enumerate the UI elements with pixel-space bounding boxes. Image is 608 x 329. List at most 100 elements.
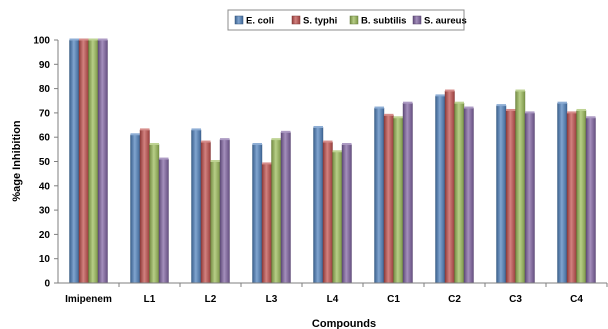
y-tick-label: 60 (39, 133, 51, 144)
x-tick-label: C1 (387, 294, 400, 305)
bar-top-cap (149, 142, 159, 145)
bar-top-cap (586, 116, 596, 119)
bar-s-aureus-c2 (463, 107, 474, 284)
bar-b-subtilis-c1 (393, 117, 404, 284)
bar-e-coli-c3 (496, 105, 507, 284)
bar-top-cap (384, 113, 394, 116)
y-tick-label: 40 (39, 181, 51, 192)
bar-b-subtilis-c4 (576, 110, 587, 284)
legend-label: E. coli (246, 16, 274, 27)
bar-e-coli-c2 (435, 95, 446, 284)
y-tick-label: 0 (44, 279, 50, 290)
bar-top-cap (79, 38, 89, 41)
bar-s-aureus-c4 (585, 117, 596, 284)
bar-top-cap (506, 108, 516, 111)
legend-box (227, 9, 465, 31)
legend-label: S. typhi (303, 16, 337, 27)
bar-top-cap (220, 138, 230, 141)
bar-top-cap (496, 104, 506, 107)
y-tick-label: 70 (39, 108, 51, 119)
x-tick-label: C4 (570, 294, 583, 305)
legend-swatch (234, 15, 244, 25)
y-tick-label: 30 (39, 206, 51, 217)
bar-top-cap (88, 38, 98, 41)
bar-s-typhi-l1 (139, 129, 150, 284)
bar-s-aureus-l4 (341, 144, 352, 284)
bar-b-subtilis-imipenem (88, 39, 99, 284)
bar-b-subtilis-l1 (149, 144, 160, 284)
bar-s-aureus-l1 (158, 158, 169, 284)
x-tick-label: L4 (327, 294, 339, 305)
bar-top-cap (525, 111, 535, 114)
bar-s-aureus-l2 (219, 139, 230, 284)
bar-s-typhi-l3 (261, 163, 272, 284)
y-tick-label: 90 (39, 60, 51, 71)
x-tick-label: L3 (266, 294, 278, 305)
bar-e-coli-l2 (191, 129, 202, 284)
bar-s-typhi-imipenem (78, 39, 89, 284)
bar-top-cap (515, 89, 525, 92)
bar-top-cap (98, 38, 108, 41)
bar-top-cap (557, 101, 567, 104)
bar-top-cap (140, 128, 150, 131)
bar-top-cap (130, 133, 140, 136)
bar-top-cap (403, 101, 413, 104)
bar-top-cap (342, 142, 352, 145)
x-tick-label: C3 (509, 294, 522, 305)
bar-top-cap (201, 140, 211, 143)
bar-s-aureus-imipenem (97, 39, 108, 284)
bar-s-typhi-l4 (322, 141, 333, 284)
x-tick-label: L1 (144, 294, 156, 305)
bar-top-cap (332, 150, 342, 153)
bar-top-cap (281, 130, 291, 133)
y-axis-title: %age Inhibition (11, 120, 23, 202)
bar-s-aureus-c3 (524, 112, 535, 284)
bar-top-cap (210, 160, 220, 162)
bar-top-cap (191, 128, 201, 131)
bar-top-cap (393, 116, 403, 119)
y-axis-ticks: 0 10 20 30 40 50 60 70 80 90 100 (33, 36, 58, 290)
y-tick-label: 80 (39, 84, 51, 95)
bar-top-cap (445, 89, 455, 92)
y-tick-label: 50 (39, 157, 51, 168)
bar-e-coli-l3 (252, 144, 263, 284)
legend: E. coli S. typhi B. subtilis S. aureus (227, 9, 467, 31)
y-tick-label: 20 (39, 230, 51, 241)
bar-e-coli-l4 (313, 127, 324, 284)
legend-label: S. aureus (424, 16, 467, 27)
bar-top-cap (69, 38, 79, 41)
legend-swatch (349, 15, 359, 25)
bar-top-cap (435, 94, 445, 97)
bar-b-subtilis-c3 (515, 90, 526, 284)
bar-b-subtilis-l3 (271, 139, 282, 284)
x-axis-title: Compounds (312, 318, 376, 329)
bar-top-cap (159, 157, 169, 160)
bar-b-subtilis-c2 (454, 102, 465, 284)
bar-s-aureus-c1 (402, 102, 413, 284)
bar-s-typhi-l2 (200, 141, 211, 284)
bar-e-coli-c1 (374, 107, 385, 284)
y-tick-label: 10 (39, 254, 51, 265)
bar-top-cap (252, 142, 262, 145)
bar-b-subtilis-l4 (332, 151, 343, 284)
bar-top-cap (262, 162, 272, 165)
bar-e-coli-l1 (130, 134, 141, 284)
bar-e-coli-imipenem (69, 39, 80, 284)
bar-e-coli-c4 (557, 102, 568, 284)
legend-swatch (291, 15, 301, 25)
bar-top-cap (454, 101, 464, 104)
x-axis-ticks: Imipenem L1 L2 L3 L4 C1 C2 C3 C4 (65, 283, 608, 305)
bars (69, 38, 596, 284)
bar-s-typhi-c3 (505, 110, 516, 284)
bar-top-cap (464, 106, 474, 109)
bar-s-typhi-c2 (444, 90, 455, 284)
legend-swatch (412, 15, 422, 25)
bar-top-cap (313, 125, 323, 128)
x-tick-label: L2 (205, 294, 217, 305)
bar-top-cap (374, 106, 384, 109)
bar-b-subtilis-l2 (210, 161, 221, 284)
bar-top-cap (567, 111, 577, 114)
bar-top-cap (323, 140, 333, 143)
y-tick-label: 100 (33, 36, 50, 47)
